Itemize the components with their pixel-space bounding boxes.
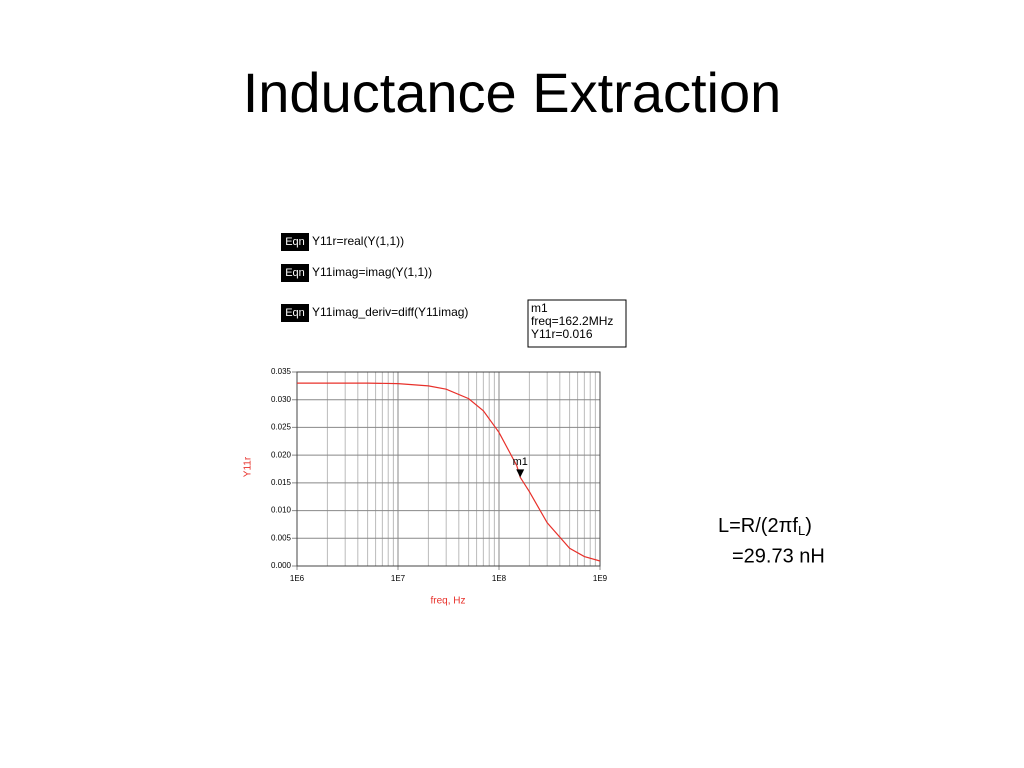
marker-box-line: freq=162.2MHz [531,314,613,328]
y-tick-label: 0.000 [271,561,292,570]
data-line [297,382,601,562]
eqn-tag: Eqn [285,267,305,279]
slide-title: Inductance Extraction [243,61,782,124]
eqn-text: Y11r=real(Y(1,1)) [312,234,404,248]
eqn-text: Y11imag_deriv=diff(Y11imag) [312,305,468,319]
x-axis-label: freq, Hz [430,596,465,607]
y-tick-label: 0.010 [271,506,292,515]
marker-box-line: Y11r=0.016 [531,327,593,341]
x-tick-label: 1E7 [391,574,406,583]
eqn-text: Y11imag=imag(Y(1,1)) [312,265,432,279]
formula-close: ) [805,515,812,537]
y-tick-label: 0.030 [271,395,292,404]
marker-name: m1 [513,456,528,468]
formula-main: L=R/(2πf [718,515,798,537]
formula-line: L=R/(2πfL) [718,515,812,538]
eqn-tag-bg [281,304,309,322]
equation-block: Eqn Y11r=real(Y(1,1)) Eqn Y11imag=imag(Y… [281,233,468,322]
y-tick-label: 0.035 [271,367,292,376]
x-tick-label: 1E9 [593,574,608,583]
marker-box-frame [527,299,627,348]
eqn-tag: Eqn [285,236,305,248]
eqn-tag-bg [281,264,309,282]
x-tick-label: 1E6 [290,574,305,583]
marker-box: m1 freq=162.2MHz Y11r=0.016 [527,299,627,348]
y-axis-label: Y11r [243,456,254,477]
plot-frame [296,371,601,567]
formula-subscript: L [798,523,805,538]
y-tick-label: 0.015 [271,478,292,487]
marker-point [516,469,525,478]
eqn-tag-bg [281,233,309,251]
formula-result: =29.73 nH [732,545,825,567]
y-tick-label: 0.005 [271,533,292,542]
eqn-tag: Eqn [285,307,305,319]
y-tick-label: 0.020 [271,450,292,459]
y-tick-label: 0.025 [271,423,292,432]
marker-box-line: m1 [531,301,548,315]
plot: 1E6 1E7 1E8 1E9 0.000 0.005 0.010 0.015 0.020 0.0… [271,367,608,583]
x-tick-label: 1E8 [492,574,507,583]
